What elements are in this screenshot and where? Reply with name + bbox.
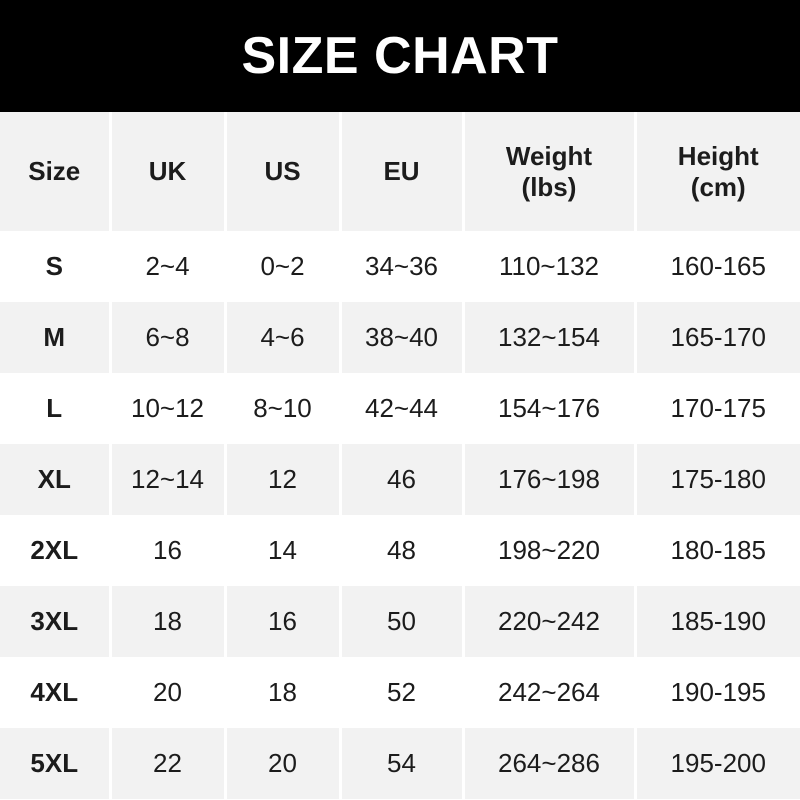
column-header-height: Height (cm) xyxy=(635,112,800,231)
cell-height: 180-185 xyxy=(670,535,766,565)
cell-eu: 52 xyxy=(340,657,465,728)
size-chart-table: Size UK US EU Weight (lbs) Height (cm) xyxy=(0,112,800,799)
cell-uk: 6~8 xyxy=(110,302,227,373)
column-header-eu: EU xyxy=(340,112,465,231)
cell-weight: 198~220 xyxy=(463,515,637,586)
cell-size: L xyxy=(0,373,112,444)
cell-weight: 176~198 xyxy=(463,444,637,515)
cell-height: 195-200 xyxy=(670,748,766,778)
column-header-height-unit: (cm) xyxy=(690,171,746,202)
cell-size: 4XL xyxy=(0,657,112,728)
cell-eu: 54 xyxy=(340,728,465,799)
cell-us: 8~10 xyxy=(225,373,342,444)
cell-size: XL xyxy=(0,444,112,515)
table-row: M 6~8 4~6 38~40 132~154 165-170 xyxy=(0,302,800,373)
cell-height: 165-170 xyxy=(670,322,766,352)
cell-height: 170-175 xyxy=(670,393,766,423)
cell-uk: 20 xyxy=(110,657,227,728)
cell-us: 20 xyxy=(225,728,342,799)
table-row: 3XL 18 16 50 220~242 185-190 xyxy=(0,586,800,657)
cell-height: 160-165 xyxy=(670,251,766,281)
cell-us: 14 xyxy=(225,515,342,586)
column-header-height-label: Height xyxy=(677,140,759,171)
cell-weight: 242~264 xyxy=(463,657,637,728)
cell-size: M xyxy=(0,302,112,373)
cell-uk: 2~4 xyxy=(110,231,227,302)
column-header-size-label: Size xyxy=(28,156,81,187)
cell-uk: 10~12 xyxy=(110,373,227,444)
cell-eu: 50 xyxy=(340,586,465,657)
table-row: 5XL 22 20 54 264~286 195-200 xyxy=(0,728,800,799)
cell-eu: 34~36 xyxy=(340,231,465,302)
table-row: L 10~12 8~10 42~44 154~176 170-175 xyxy=(0,373,800,444)
table-row: S 2~4 0~2 34~36 110~132 160-165 xyxy=(0,231,800,302)
cell-us: 4~6 xyxy=(225,302,342,373)
cell-weight: 154~176 xyxy=(463,373,637,444)
cell-uk: 16 xyxy=(110,515,227,586)
cell-eu: 48 xyxy=(340,515,465,586)
cell-eu: 42~44 xyxy=(340,373,465,444)
column-header-us: US xyxy=(225,112,342,231)
column-header-weight-unit: (lbs) xyxy=(521,171,577,202)
column-header-uk: UK xyxy=(110,112,227,231)
cell-eu: 46 xyxy=(340,444,465,515)
cell-size: 5XL xyxy=(0,728,112,799)
cell-us: 12 xyxy=(225,444,342,515)
table-row: 4XL 20 18 52 242~264 190-195 xyxy=(0,657,800,728)
page-title: SIZE CHART xyxy=(241,27,559,85)
cell-uk: 18 xyxy=(110,586,227,657)
cell-uk: 12~14 xyxy=(110,444,227,515)
column-header-size: Size xyxy=(0,112,112,231)
cell-us: 18 xyxy=(225,657,342,728)
cell-us: 0~2 xyxy=(225,231,342,302)
column-header-weight: Weight (lbs) xyxy=(463,112,637,231)
cell-weight: 220~242 xyxy=(463,586,637,657)
table-row: XL 12~14 12 46 176~198 175-180 xyxy=(0,444,800,515)
column-header-eu-label: EU xyxy=(383,156,420,187)
cell-height: 185-190 xyxy=(670,606,766,636)
cell-eu: 38~40 xyxy=(340,302,465,373)
header-row: Size UK US EU Weight (lbs) Height (cm) xyxy=(0,112,800,231)
cell-size: 3XL xyxy=(0,586,112,657)
cell-height: 175-180 xyxy=(670,464,766,494)
table-row: 2XL 16 14 48 198~220 180-185 xyxy=(0,515,800,586)
column-header-us-label: US xyxy=(264,156,301,187)
table-header: Size UK US EU Weight (lbs) Height (cm) xyxy=(0,112,800,231)
cell-weight: 264~286 xyxy=(463,728,637,799)
cell-weight: 132~154 xyxy=(463,302,637,373)
cell-us: 16 xyxy=(225,586,342,657)
title-banner: SIZE CHART xyxy=(0,0,800,112)
cell-size: S xyxy=(0,231,112,302)
column-header-weight-label: Weight xyxy=(505,140,593,171)
cell-height: 190-195 xyxy=(670,677,766,707)
cell-uk: 22 xyxy=(110,728,227,799)
cell-weight: 110~132 xyxy=(463,231,637,302)
cell-size: 2XL xyxy=(0,515,112,586)
column-header-uk-label: UK xyxy=(148,156,187,187)
table-body: S 2~4 0~2 34~36 110~132 160-165 M 6~8 4~6 38~40 13… xyxy=(0,231,800,799)
